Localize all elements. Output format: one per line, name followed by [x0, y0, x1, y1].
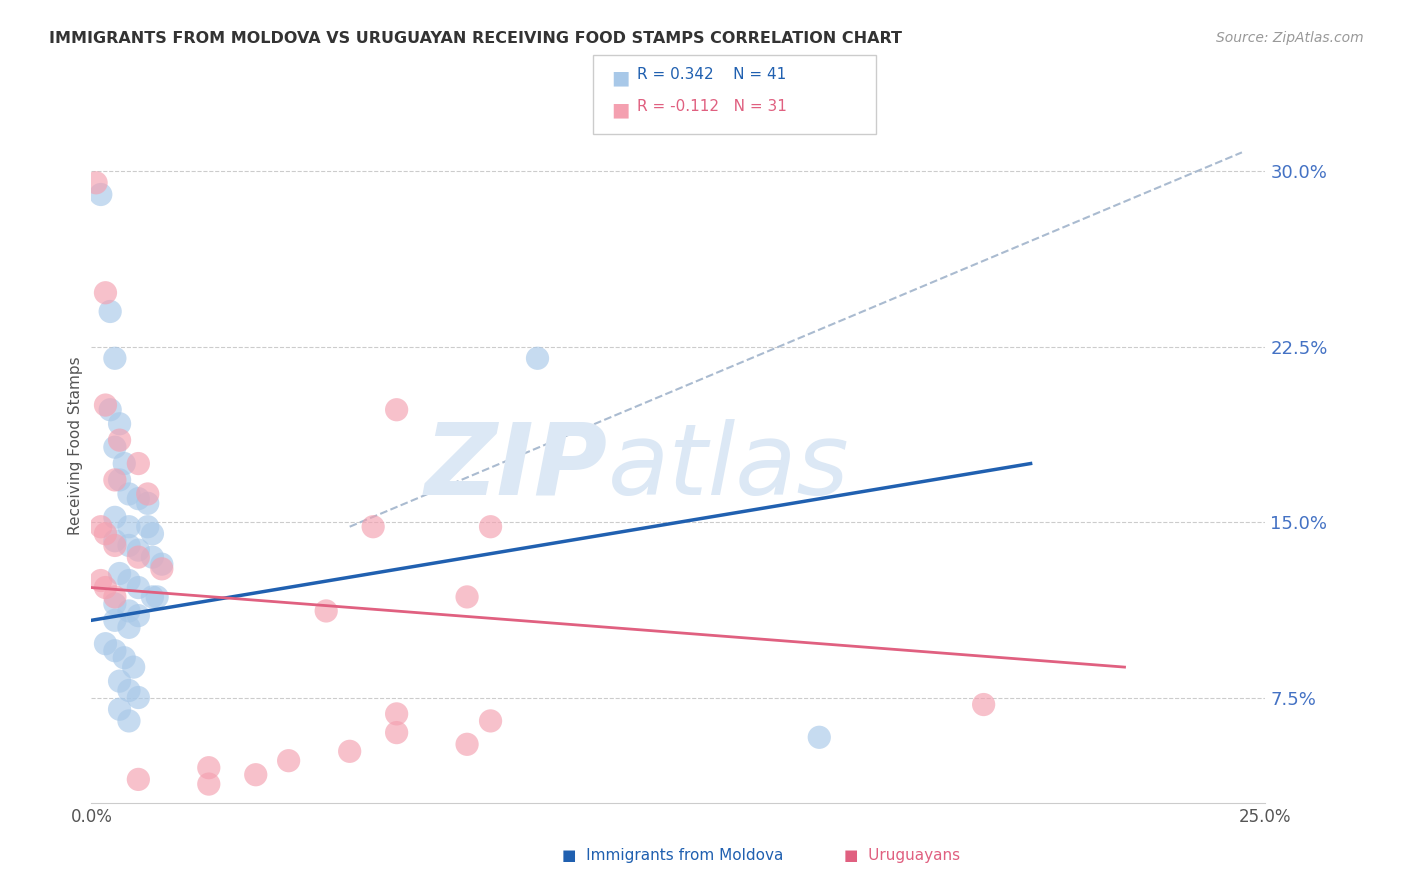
Point: [136, 496, 159, 510]
Point: [94, 285, 117, 300]
Point: [90, 574, 112, 588]
Point: [385, 402, 408, 417]
Point: [104, 533, 127, 548]
Point: [973, 698, 995, 712]
Point: [479, 714, 502, 728]
Text: ■: ■: [612, 101, 630, 120]
Point: [479, 519, 502, 533]
Point: [104, 538, 127, 552]
Point: [118, 683, 141, 698]
Point: [315, 604, 337, 618]
Point: [127, 608, 149, 623]
Point: [127, 690, 149, 705]
Point: [118, 519, 141, 533]
Point: [385, 725, 408, 739]
Point: [104, 590, 127, 604]
Text: ■: ■: [612, 69, 630, 87]
Point: [94, 637, 117, 651]
Point: [122, 660, 145, 674]
Point: [84, 176, 107, 190]
Text: ■  Uruguayans: ■ Uruguayans: [844, 848, 960, 863]
Point: [150, 562, 173, 576]
Text: IMMIGRANTS FROM MOLDOVA VS URUGUAYAN RECEIVING FOOD STAMPS CORRELATION CHART: IMMIGRANTS FROM MOLDOVA VS URUGUAYAN REC…: [49, 31, 903, 46]
Text: ■  Immigrants from Moldova: ■ Immigrants from Moldova: [562, 848, 783, 863]
Point: [127, 543, 149, 558]
Point: [108, 702, 131, 716]
Point: [146, 590, 169, 604]
Point: [245, 768, 267, 782]
Point: [112, 457, 135, 471]
Point: [385, 706, 408, 721]
Point: [808, 731, 831, 745]
Point: [118, 620, 141, 634]
Point: [136, 519, 159, 533]
Point: [108, 417, 131, 431]
Point: [127, 457, 149, 471]
Point: [141, 526, 163, 541]
Point: [98, 402, 121, 417]
Point: [94, 398, 117, 412]
Point: [118, 538, 141, 552]
Point: [112, 650, 135, 665]
Point: [104, 644, 127, 658]
Point: [136, 487, 159, 501]
Point: [118, 604, 141, 618]
Y-axis label: Receiving Food Stamps: Receiving Food Stamps: [67, 357, 83, 535]
Point: [104, 473, 127, 487]
Point: [197, 761, 219, 775]
Text: Source: ZipAtlas.com: Source: ZipAtlas.com: [1216, 31, 1364, 45]
Point: [108, 473, 131, 487]
Point: [526, 351, 548, 366]
Point: [127, 772, 149, 787]
Text: ZIP: ZIP: [425, 419, 607, 516]
Point: [118, 574, 141, 588]
Point: [104, 510, 127, 524]
Point: [108, 433, 131, 447]
Point: [90, 187, 112, 202]
Point: [94, 526, 117, 541]
Point: [104, 597, 127, 611]
Point: [150, 557, 173, 571]
Point: [104, 440, 127, 454]
Point: [339, 744, 361, 758]
Point: [104, 613, 127, 627]
Text: R = -0.112   N = 31: R = -0.112 N = 31: [637, 99, 787, 114]
Point: [197, 777, 219, 791]
Text: atlas: atlas: [607, 419, 849, 516]
Point: [118, 487, 141, 501]
Point: [118, 714, 141, 728]
Point: [104, 351, 127, 366]
Point: [108, 674, 131, 689]
Point: [127, 491, 149, 506]
Point: [456, 737, 478, 751]
Point: [108, 566, 131, 581]
Point: [141, 590, 163, 604]
Point: [361, 519, 384, 533]
Point: [141, 550, 163, 565]
Point: [98, 304, 121, 318]
Point: [127, 550, 149, 565]
Point: [90, 519, 112, 533]
Point: [277, 754, 299, 768]
Text: R = 0.342    N = 41: R = 0.342 N = 41: [637, 67, 786, 82]
Point: [94, 581, 117, 595]
Point: [456, 590, 478, 604]
Point: [127, 581, 149, 595]
